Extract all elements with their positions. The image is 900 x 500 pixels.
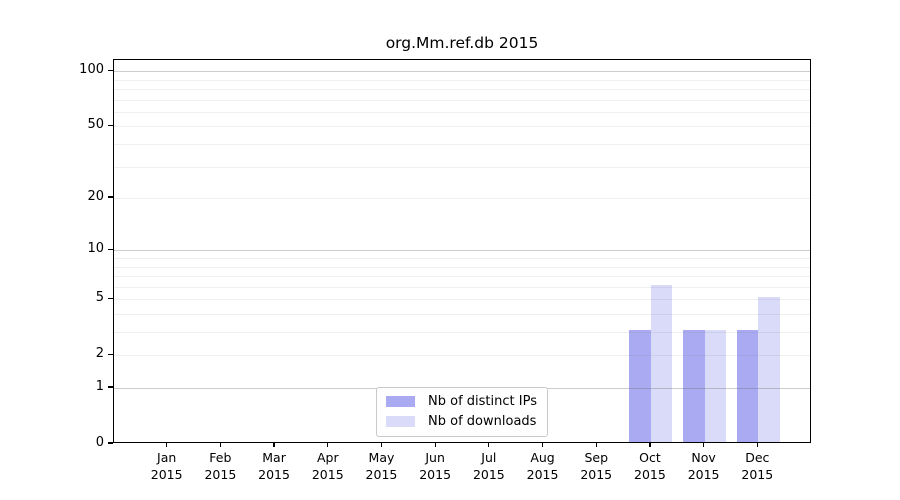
y-tick-label-50: 50 — [87, 117, 104, 133]
x-tick-jun-2015 — [434, 443, 436, 447]
y-tick-100 — [108, 69, 113, 71]
y-tick-label-2: 2 — [95, 346, 104, 362]
gridline-major-y10 — [114, 250, 810, 252]
x-tick-oct-2015 — [649, 443, 651, 447]
x-tick-label-jan-2015: Jan 2015 — [150, 450, 183, 482]
gridline-minor-y90 — [114, 79, 810, 81]
gridline-minor-y4 — [114, 313, 810, 315]
x-tick-sep-2015 — [595, 443, 597, 447]
gridline-minor-y20 — [114, 198, 810, 200]
x-tick-may-2015 — [380, 443, 383, 447]
x-tick-label-feb-2015: Feb 2015 — [204, 450, 237, 482]
gridline-minor-y30 — [114, 166, 810, 168]
x-tick-label-dec-2015: Dec 2015 — [741, 450, 774, 482]
x-tick-apr-2015 — [327, 443, 329, 447]
x-tick-dec-2015 — [756, 443, 758, 447]
chart-title: org.Mm.ref.db 2015 — [385, 34, 539, 52]
bar-distinct-ips-nov-2015 — [683, 330, 705, 442]
x-tick-label-jun-2015: Jun 2015 — [419, 450, 452, 482]
x-tick-label-apr-2015: Apr 2015 — [311, 450, 344, 482]
legend-swatch-downloads — [386, 416, 416, 427]
x-tick-jul-2015 — [488, 443, 490, 447]
legend-item-distinct-ips: Nb of distinct IPs — [386, 394, 537, 409]
gridline-major-y100 — [114, 71, 810, 73]
gridline-minor-y50 — [114, 126, 810, 128]
bar-downloads-oct-2015 — [650, 284, 673, 442]
y-tick-label-20: 20 — [87, 189, 104, 205]
x-tick-label-may-2015: May 2015 — [365, 450, 398, 482]
y-tick-50 — [108, 124, 113, 126]
bar-distinct-ips-oct-2015 — [629, 330, 651, 442]
x-tick-mar-2015 — [273, 443, 275, 447]
x-tick-jan-2015 — [166, 443, 168, 447]
x-tick-label-aug-2015: Aug 2015 — [526, 450, 559, 482]
gridline-minor-y6 — [114, 286, 810, 288]
gridline-minor-y7 — [114, 276, 810, 278]
x-tick-aug-2015 — [541, 443, 544, 447]
bar-distinct-ips-dec-2015 — [736, 330, 759, 442]
legend-item-downloads: Nb of downloads — [386, 414, 537, 429]
y-tick-0 — [108, 442, 113, 444]
legend: Nb of distinct IPs Nb of downloads — [376, 387, 548, 437]
legend-label-distinct-ips: Nb of distinct IPs — [428, 394, 537, 409]
gridline-minor-y60 — [114, 111, 810, 113]
x-tick-nov-2015 — [703, 443, 705, 447]
y-tick-label-0: 0 — [95, 435, 104, 450]
y-tick-label-5: 5 — [95, 290, 104, 306]
x-tick-label-nov-2015: Nov 2015 — [687, 450, 720, 482]
gridline-minor-y40 — [114, 144, 810, 145]
y-tick-label-1: 1 — [95, 379, 104, 394]
y-tick-10 — [108, 248, 113, 250]
x-tick-label-jul-2015: Jul 2015 — [472, 450, 505, 482]
y-tick-20 — [108, 196, 113, 198]
y-tick-2 — [108, 353, 113, 355]
gridline-minor-y70 — [114, 99, 810, 101]
x-tick-label-sep-2015: Sep 2015 — [580, 450, 613, 482]
x-tick-feb-2015 — [219, 443, 221, 447]
gridline-minor-y80 — [114, 89, 810, 90]
x-tick-label-oct-2015: Oct 2015 — [634, 450, 666, 482]
gridline-minor-y8 — [114, 266, 810, 268]
legend-label-downloads: Nb of downloads — [428, 414, 537, 429]
legend-swatch-distinct-ips — [386, 396, 416, 407]
gridline-minor-y9 — [114, 257, 810, 259]
y-tick-label-100: 100 — [79, 62, 104, 78]
y-tick-1 — [108, 386, 113, 388]
bar-downloads-nov-2015 — [704, 330, 727, 442]
y-tick-5 — [108, 297, 113, 299]
plot-area: Nb of distinct IPs Nb of downloads — [113, 59, 811, 443]
gridline-minor-y5 — [114, 299, 810, 301]
y-tick-label-10: 10 — [87, 241, 104, 257]
x-tick-label-mar-2015: Mar 2015 — [258, 450, 290, 482]
bar-downloads-dec-2015 — [758, 297, 780, 442]
